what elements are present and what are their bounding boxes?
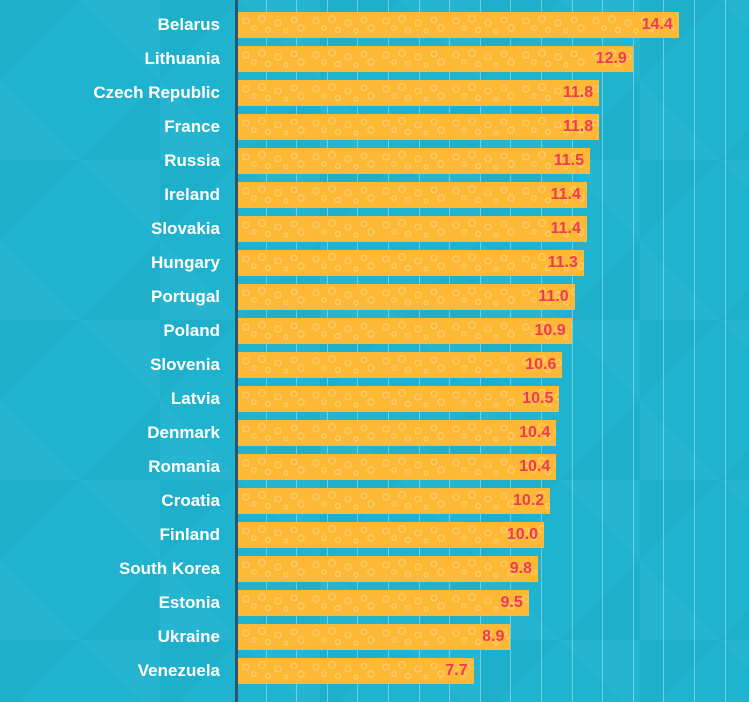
bar: 11.0 <box>238 284 575 310</box>
bar-fill <box>238 80 599 106</box>
bar-label: Russia <box>0 148 220 174</box>
bar-label: Latvia <box>0 386 220 412</box>
bar-value: 7.7 <box>445 658 467 684</box>
bar-value: 10.4 <box>519 454 550 480</box>
bar-value: 14.4 <box>642 12 673 38</box>
gridline <box>633 0 634 702</box>
gridline <box>602 0 603 702</box>
bar: 9.5 <box>238 590 529 616</box>
bar-label: Portugal <box>0 284 220 310</box>
bar-label: Slovakia <box>0 216 220 242</box>
gridline <box>694 0 695 702</box>
bar: 11.3 <box>238 250 584 276</box>
bar-label: France <box>0 114 220 140</box>
bar: 11.8 <box>238 80 599 106</box>
bar: 10.5 <box>238 386 559 412</box>
bar: 10.2 <box>238 488 550 514</box>
bar-value: 10.2 <box>513 488 544 514</box>
bar-label: Poland <box>0 318 220 344</box>
bar: 9.8 <box>238 556 538 582</box>
bar: 10.6 <box>238 352 562 378</box>
bar-value: 12.9 <box>596 46 627 72</box>
bar-fill <box>238 46 633 72</box>
gridline <box>725 0 726 702</box>
bar-fill <box>238 590 529 616</box>
bar: 7.7 <box>238 658 474 684</box>
bar-label: Estonia <box>0 590 220 616</box>
bar-fill <box>238 420 556 446</box>
bar-value: 10.0 <box>507 522 538 548</box>
bar-fill <box>238 250 584 276</box>
bar: 11.8 <box>238 114 599 140</box>
bar: 10.9 <box>238 318 572 344</box>
bar: 8.9 <box>238 624 510 650</box>
bar: 14.4 <box>238 12 679 38</box>
bar-fill <box>238 522 544 548</box>
bar-label: Romania <box>0 454 220 480</box>
bar-value: 9.8 <box>510 556 532 582</box>
bar-label: Hungary <box>0 250 220 276</box>
bar-value: 10.9 <box>534 318 565 344</box>
bar-value: 11.5 <box>554 148 584 174</box>
bar-value: 10.5 <box>522 386 553 412</box>
bar: 10.0 <box>238 522 544 548</box>
bar-value: 11.0 <box>538 284 568 310</box>
bar-fill <box>238 658 474 684</box>
bar-fill <box>238 624 510 650</box>
bar-fill <box>238 148 590 174</box>
bar-value: 11.4 <box>551 216 581 242</box>
bar-label: Czech Republic <box>0 80 220 106</box>
bar-label: Belarus <box>0 12 220 38</box>
bar-fill <box>238 216 587 242</box>
bar-value: 11.8 <box>563 80 593 106</box>
bar-fill <box>238 488 550 514</box>
bar-label: Ukraine <box>0 624 220 650</box>
bar: 10.4 <box>238 420 556 446</box>
bar: 10.4 <box>238 454 556 480</box>
bar-label: South Korea <box>0 556 220 582</box>
bar-fill <box>238 352 562 378</box>
bar: 11.4 <box>238 182 587 208</box>
bar-label: Venezuela <box>0 658 220 684</box>
bar-fill <box>238 12 679 38</box>
bar-fill <box>238 182 587 208</box>
bar-label: Croatia <box>0 488 220 514</box>
plot-area: Belarus14.4Lithuania12.9Czech Republic11… <box>235 10 740 702</box>
bar-value: 11.4 <box>551 182 581 208</box>
bar-fill <box>238 114 599 140</box>
bar-fill <box>238 386 559 412</box>
bar: 11.4 <box>238 216 587 242</box>
bar-fill <box>238 318 572 344</box>
bar-fill <box>238 284 575 310</box>
bar-value: 10.6 <box>525 352 556 378</box>
bar-label: Finland <box>0 522 220 548</box>
bar-label: Slovenia <box>0 352 220 378</box>
bar-label: Denmark <box>0 420 220 446</box>
gridline <box>663 0 664 702</box>
bar-value: 10.4 <box>519 420 550 446</box>
bar: 11.5 <box>238 148 590 174</box>
bar-value: 11.8 <box>563 114 593 140</box>
bar-value: 9.5 <box>501 590 523 616</box>
bar-label: Lithuania <box>0 46 220 72</box>
bar-value: 8.9 <box>482 624 504 650</box>
bar-fill <box>238 556 538 582</box>
bar-fill <box>238 454 556 480</box>
bar: 12.9 <box>238 46 633 72</box>
bar-value: 11.3 <box>548 250 578 276</box>
bar-chart: Belarus 14.4 Lithuania 12.9 Czech Republic 11… <box>0 0 749 702</box>
bar-label: Ireland <box>0 182 220 208</box>
